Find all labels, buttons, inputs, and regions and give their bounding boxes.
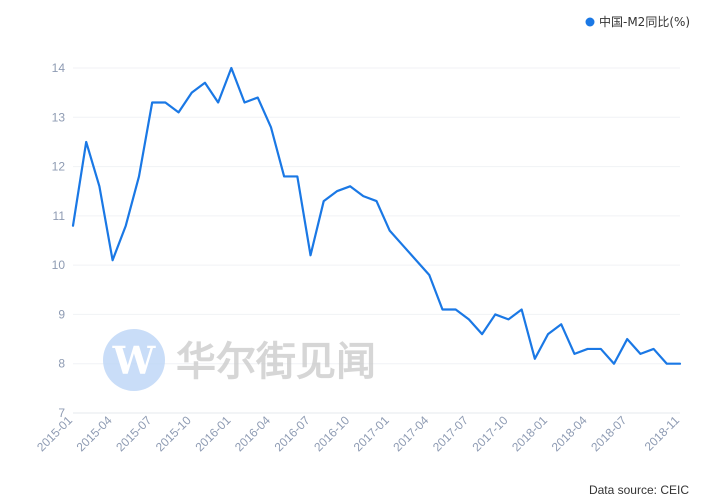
x-tick-label: 2017-04 (390, 413, 431, 454)
data-point[interactable] (123, 223, 129, 229)
data-point[interactable] (360, 193, 366, 199)
x-axis: 2015-012015-042015-072015-102016-012016-… (34, 413, 682, 454)
data-point[interactable] (439, 307, 445, 313)
data-point[interactable] (149, 100, 155, 106)
y-axis: 7 8 9 10 11 12 13 14 (52, 61, 66, 420)
x-tick-label: 2015-04 (74, 413, 115, 454)
data-point[interactable] (505, 316, 511, 322)
data-point[interactable] (664, 361, 670, 367)
data-point[interactable] (585, 346, 591, 352)
data-point[interactable] (83, 139, 89, 145)
x-tick-label: 2017-07 (430, 413, 471, 454)
data-point[interactable] (598, 346, 604, 352)
y-tick-label: 8 (58, 357, 65, 371)
watermark: W 华尔街见闻 (103, 329, 376, 391)
data-point[interactable] (242, 100, 248, 106)
data-point[interactable] (202, 80, 208, 86)
data-point[interactable] (281, 173, 287, 179)
x-tick-label: 2017-01 (351, 413, 392, 454)
data-point[interactable] (96, 183, 102, 189)
x-tick-label: 2016-10 (311, 413, 352, 454)
legend-label: 中国-M2同比(%) (599, 14, 690, 29)
series-m2-yoy (70, 65, 683, 367)
data-point[interactable] (70, 223, 76, 229)
data-point[interactable] (228, 65, 234, 71)
watermark-logo (103, 329, 165, 391)
data-point[interactable] (110, 257, 116, 263)
grid-lines (73, 67, 680, 365)
legend[interactable]: 中国-M2同比(%) (585, 14, 691, 29)
data-point[interactable] (413, 257, 419, 263)
data-point[interactable] (387, 228, 393, 234)
x-tick-label: 2015-01 (34, 413, 75, 454)
data-point[interactable] (453, 307, 459, 313)
x-tick-label: 2016-04 (232, 413, 273, 454)
data-point[interactable] (571, 351, 577, 357)
data-point[interactable] (321, 198, 327, 204)
x-tick-label: 2015-10 (153, 413, 194, 454)
y-tick-label: 14 (52, 61, 66, 75)
data-point[interactable] (400, 242, 406, 248)
data-point[interactable] (426, 272, 432, 278)
data-point[interactable] (215, 100, 221, 106)
y-tick-label: 10 (52, 258, 66, 272)
x-tick-label: 2015-07 (113, 413, 154, 454)
data-point[interactable] (255, 95, 261, 101)
data-point[interactable] (651, 346, 657, 352)
y-tick-label: 12 (52, 160, 66, 174)
data-point[interactable] (136, 173, 142, 179)
data-point[interactable] (189, 90, 195, 96)
x-tick-label: 2018-07 (588, 413, 629, 454)
data-point[interactable] (162, 100, 168, 106)
data-point[interactable] (479, 331, 485, 337)
x-tick-label: 2016-07 (272, 413, 313, 454)
data-point[interactable] (545, 331, 551, 337)
data-point[interactable] (374, 198, 380, 204)
data-point[interactable] (519, 307, 525, 313)
data-point[interactable] (558, 321, 564, 327)
legend-marker (585, 17, 595, 27)
y-tick-label: 9 (58, 307, 65, 321)
data-point[interactable] (466, 316, 472, 322)
data-point[interactable] (294, 173, 300, 179)
series-line (71, 66, 682, 365)
data-source: Data source: CEIC (589, 483, 689, 497)
data-point[interactable] (532, 356, 538, 362)
x-tick-label: 2016-01 (192, 413, 233, 454)
watermark-text: 华尔街见闻 (176, 338, 376, 385)
data-point[interactable] (334, 188, 340, 194)
data-point[interactable] (624, 336, 630, 342)
data-point[interactable] (347, 183, 353, 189)
data-point[interactable] (176, 109, 182, 115)
data-point[interactable] (268, 124, 274, 130)
x-tick-label: 2018-01 (509, 413, 550, 454)
x-tick-label: 2018-11 (642, 413, 683, 454)
data-point[interactable] (611, 361, 617, 367)
y-tick-label: 7 (58, 406, 65, 420)
data-point[interactable] (637, 351, 643, 357)
data-point[interactable] (492, 311, 498, 317)
watermark-logo-letter: W (112, 338, 157, 383)
data-point[interactable] (308, 252, 314, 258)
x-tick-label: 2017-10 (470, 413, 511, 454)
x-tick-label: 2018-04 (549, 413, 590, 454)
y-tick-label: 13 (52, 110, 66, 124)
y-tick-label: 11 (53, 209, 66, 223)
data-point[interactable] (677, 361, 683, 367)
